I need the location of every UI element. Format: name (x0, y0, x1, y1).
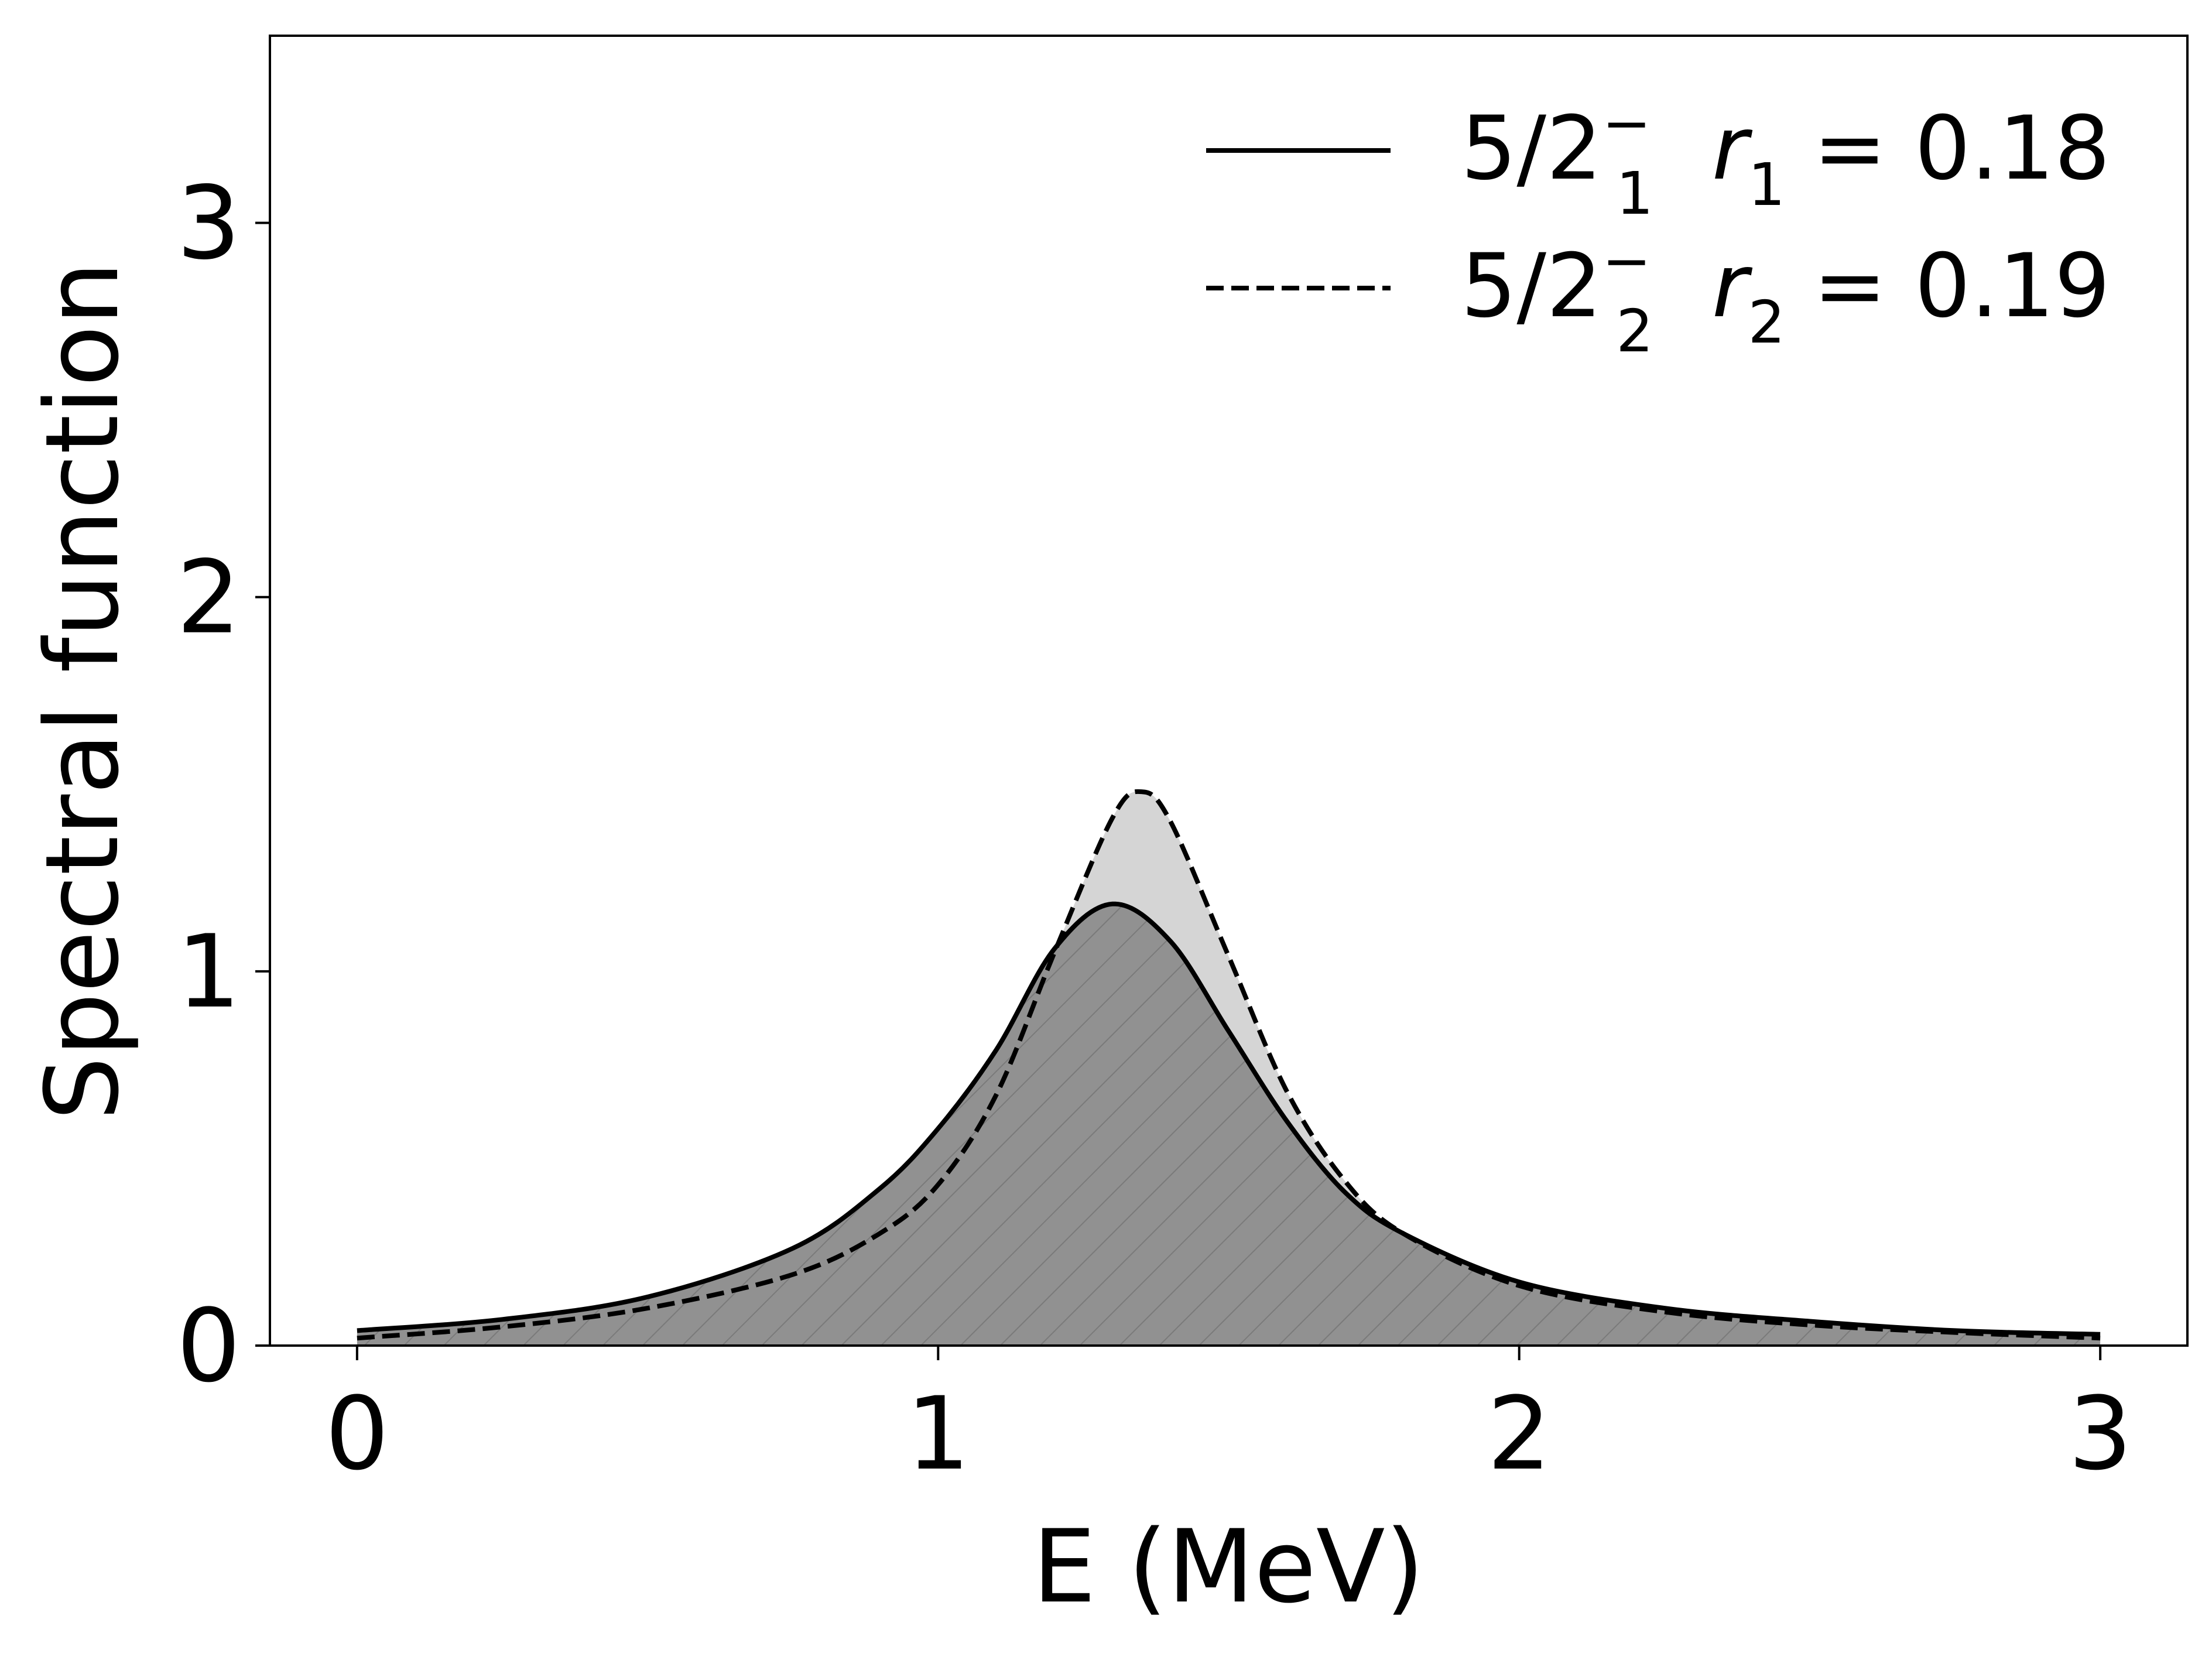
series-2-line (357, 789, 2101, 1341)
series-1-area (357, 903, 2101, 1346)
y-tick-label: 2 (177, 539, 241, 656)
y-tick-label: 3 (177, 165, 241, 282)
x-tick-label: 3 (2068, 1375, 2132, 1493)
series-1-line (357, 901, 2101, 1337)
x-tick-label: 0 (325, 1375, 389, 1493)
legend-label-2: 5/2− 2 r2 = 0.19 (1461, 227, 2110, 365)
x-tick-label: 1 (906, 1375, 970, 1493)
y-tick-label: 1 (177, 913, 241, 1031)
legend-label-1: 5/2− 1 r1 = 0.18 (1461, 89, 2110, 228)
y-tick-label: 0 (177, 1287, 241, 1405)
x-tick-label: 2 (1487, 1375, 1551, 1493)
y-axis-label: Spectral function (23, 261, 141, 1120)
plot-frame (269, 35, 2189, 1347)
legend: 5/2− 1 r1 = 0.185/2− 2 r2 = 0.19 (1206, 89, 2110, 365)
x-axis-label: E (MeV) (1032, 1508, 1424, 1625)
